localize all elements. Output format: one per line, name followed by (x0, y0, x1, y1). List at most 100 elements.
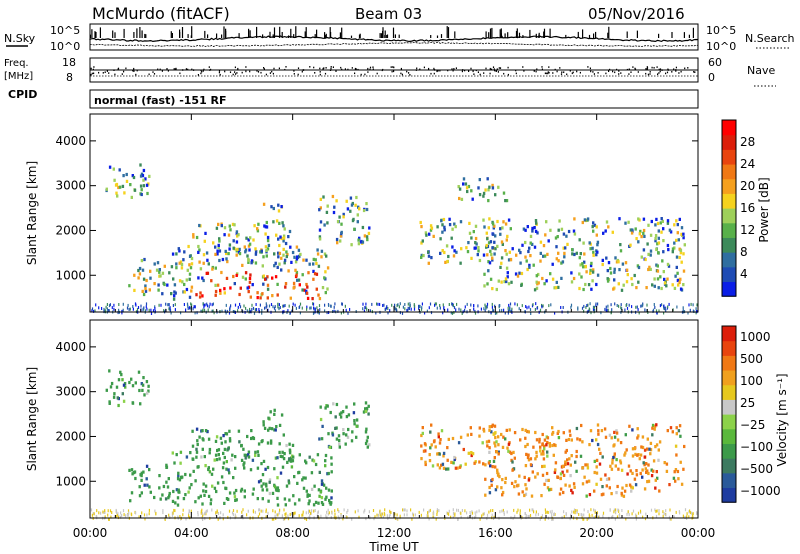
ground-scatter-cell (521, 304, 523, 308)
ground-scatter-cell (613, 510, 615, 514)
data-cell (615, 429, 618, 433)
data-cell (241, 263, 244, 267)
ground-scatter-cell (675, 510, 677, 514)
data-cell (225, 257, 228, 261)
data-cell (641, 435, 645, 439)
freq-dot (106, 70, 108, 72)
data-cell (491, 287, 494, 291)
ground-scatter-cell (510, 309, 512, 313)
ground-scatter-cell (654, 508, 656, 512)
ground-scatter-cell (154, 307, 156, 310)
data-cell (626, 472, 629, 476)
data-cell (535, 450, 538, 454)
data-cell (593, 223, 597, 227)
data-cell (619, 249, 623, 253)
data-cell (536, 472, 539, 476)
data-cell (514, 272, 518, 276)
data-cell (491, 256, 494, 260)
freq-dot (293, 73, 295, 75)
ground-scatter-cell (358, 515, 360, 519)
data-cell (323, 223, 326, 227)
data-cell (570, 438, 573, 442)
data-cell (281, 465, 285, 469)
ground-scatter-cell (655, 509, 657, 513)
data-cell (246, 453, 250, 457)
ground-scatter-cell (316, 306, 318, 310)
ground-scatter-cell (194, 305, 196, 309)
ground-scatter-cell (436, 508, 438, 512)
ground-scatter-cell (429, 508, 431, 512)
data-cell (142, 168, 146, 173)
data-cell (316, 248, 319, 252)
data-cell (591, 246, 594, 250)
nave-label: Nave (747, 64, 775, 77)
data-cell (489, 240, 493, 244)
ground-scatter-cell (268, 304, 271, 308)
ground-scatter-cell (285, 512, 287, 516)
data-cell (521, 243, 524, 247)
data-cell (308, 455, 311, 459)
ground-scatter-cell (396, 517, 398, 521)
data-cell (244, 248, 248, 252)
ground-scatter-cell (571, 510, 573, 514)
data-cell (464, 182, 468, 186)
data-cell (566, 458, 569, 462)
ground-scatter-cell (482, 512, 484, 516)
data-cell (539, 445, 542, 449)
data-cell (282, 239, 285, 243)
data-cell (462, 182, 465, 186)
data-cell (671, 250, 674, 254)
data-cell (565, 438, 568, 442)
data-cell (676, 231, 679, 235)
ground-scatter-cell (271, 517, 273, 521)
freq-dot (265, 73, 267, 76)
ground-scatter-cell (442, 311, 444, 315)
ground-scatter-cell (365, 517, 367, 521)
ground-scatter-cell (583, 513, 585, 517)
ground-scatter-cell (531, 508, 533, 512)
freq-dot (659, 70, 661, 73)
ground-scatter-cell (162, 511, 164, 515)
ground-scatter-cell (581, 306, 584, 310)
data-cell (589, 268, 592, 272)
data-cell (188, 254, 192, 258)
data-cell (178, 261, 181, 265)
x-axis: 00:00 04:00 08:00 12:00 16:00 20:00 00:00 (73, 114, 715, 540)
ground-scatter-cell (418, 304, 420, 308)
freq-dot (666, 71, 669, 74)
y-tick-label: 1000 (55, 474, 86, 488)
data-cell (365, 202, 368, 206)
ground-scatter-cell (447, 512, 449, 516)
ground-scatter-cell (93, 309, 95, 313)
freq-dot (561, 71, 563, 73)
data-cell (636, 453, 639, 457)
ground-scatter-cell (499, 309, 501, 313)
data-cell (317, 293, 320, 297)
data-cell (250, 261, 253, 265)
ground-scatter-cell (265, 510, 267, 514)
ground-scatter-cell (620, 303, 622, 307)
data-cell (546, 454, 549, 458)
data-cell (486, 444, 489, 448)
ground-scatter-cell (94, 309, 96, 313)
ground-scatter-cell (576, 517, 578, 521)
data-cell (457, 185, 460, 189)
data-cell (352, 411, 356, 415)
data-cell (294, 260, 298, 264)
ground-scatter-cell (204, 511, 206, 515)
data-cell (629, 243, 632, 247)
data-cell (611, 458, 614, 462)
ground-scatter-cell (486, 305, 488, 309)
data-cell (595, 458, 599, 462)
data-cell (574, 460, 577, 464)
data-cell (459, 435, 463, 439)
data-cell (331, 433, 335, 437)
data-cell (289, 245, 292, 249)
data-cell (134, 381, 137, 385)
ground-scatter-cell (383, 303, 385, 307)
data-cell (631, 228, 634, 232)
data-cell (482, 218, 485, 222)
data-cell (678, 424, 682, 428)
ground-scatter-cell (118, 303, 120, 306)
data-cell (265, 220, 268, 225)
